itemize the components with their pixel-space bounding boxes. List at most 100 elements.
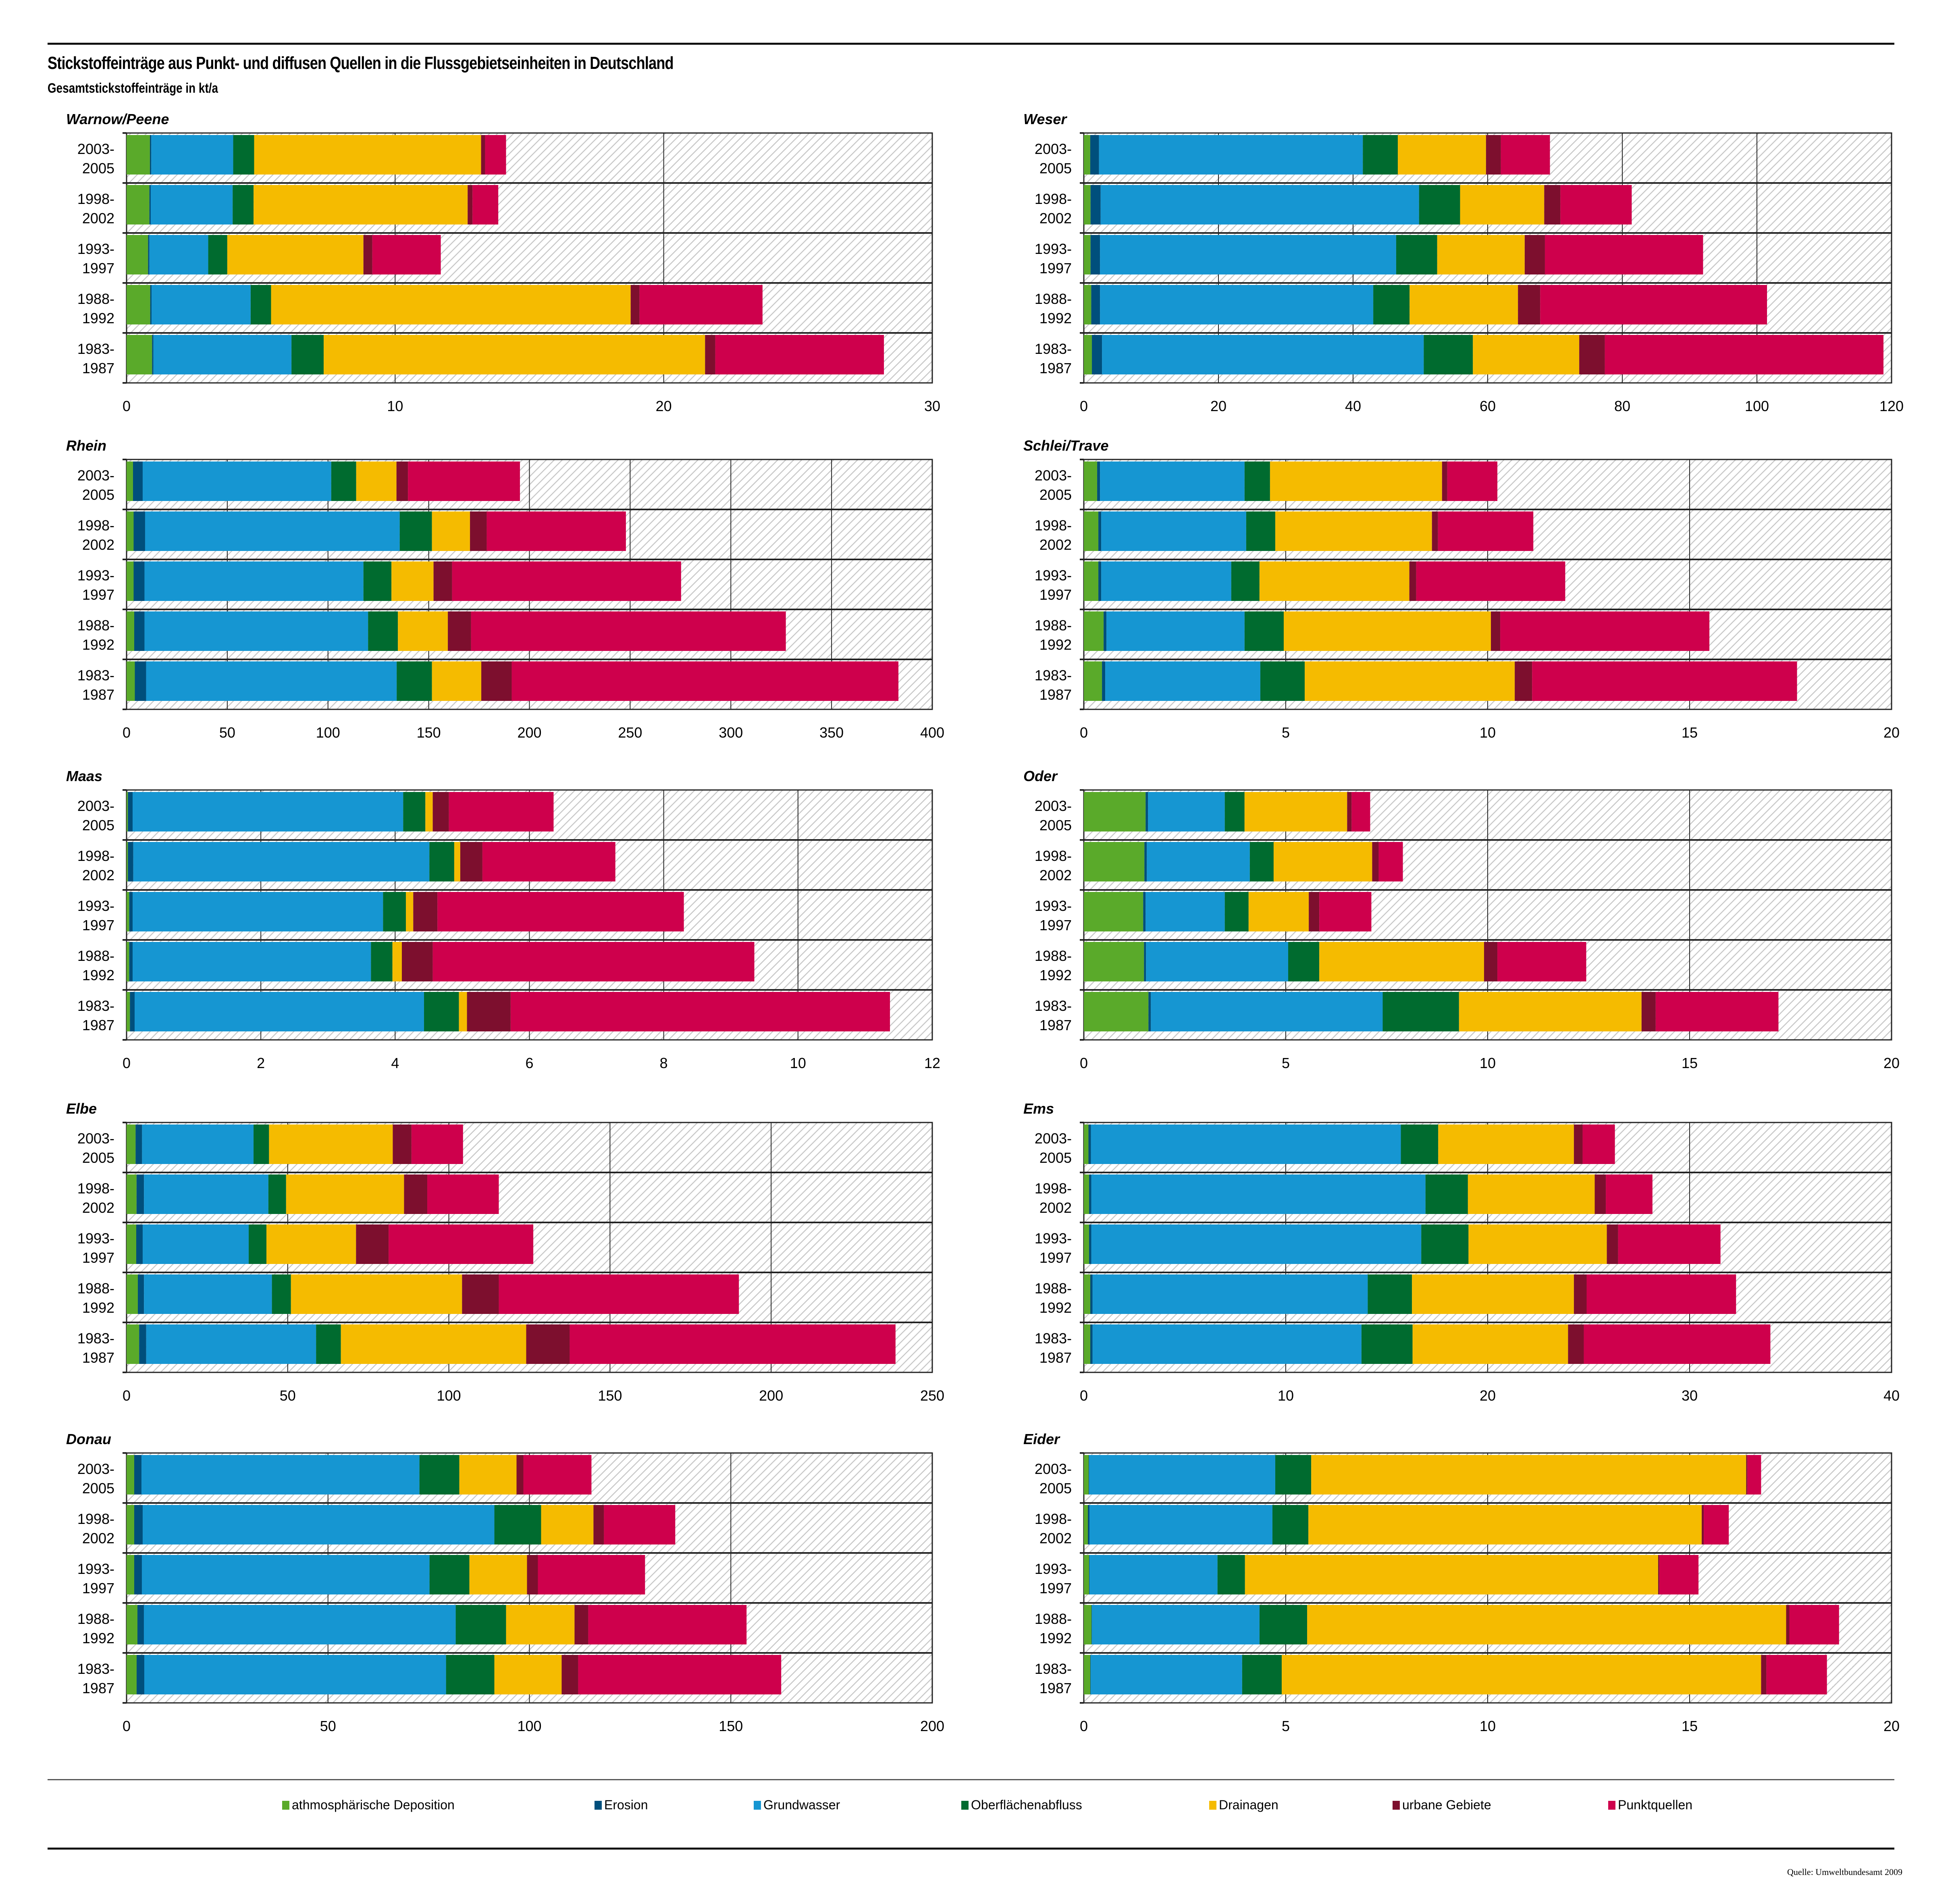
bar-segment xyxy=(429,1555,470,1594)
bar-segment xyxy=(506,1605,575,1644)
bar-segment xyxy=(1092,1324,1362,1364)
category-label: 2002 xyxy=(82,867,114,883)
bar-segment xyxy=(1288,942,1320,981)
bar-segment xyxy=(133,561,145,601)
bar-segment xyxy=(127,285,150,324)
category-label: 2002 xyxy=(82,210,114,227)
bar-segment xyxy=(469,1555,527,1594)
bar-segment xyxy=(286,1174,404,1214)
x-tick-label: 5 xyxy=(1282,1718,1290,1734)
bar-segment xyxy=(363,561,392,601)
x-tick-label: 10 xyxy=(1480,724,1496,741)
bar-segment xyxy=(146,661,397,701)
bar-segment xyxy=(401,942,433,981)
category-label: 1998- xyxy=(1035,848,1072,864)
bar-segment xyxy=(1091,1224,1422,1264)
bar-segment xyxy=(127,992,130,1031)
category-label: 1987 xyxy=(1039,1349,1072,1366)
bar-segment xyxy=(1283,611,1491,651)
bar-segment xyxy=(1412,1324,1568,1364)
bar-segment xyxy=(1544,185,1561,224)
category-label: 1993- xyxy=(77,898,114,914)
x-tick-label: 40 xyxy=(1345,398,1361,414)
bar-segment xyxy=(151,285,251,324)
bar-segment xyxy=(1224,892,1249,931)
bar-segment xyxy=(363,235,372,274)
category-label: 2005 xyxy=(1039,1149,1072,1166)
bar-segment xyxy=(1468,1174,1595,1214)
category-label: 1998- xyxy=(1035,1511,1072,1527)
legend-item: Drainagen xyxy=(1209,1798,1278,1813)
bar-segment xyxy=(368,611,398,651)
panel-title: Warnow/Peene xyxy=(66,111,169,127)
bar-segment xyxy=(128,792,133,831)
bar-segment xyxy=(316,1324,341,1364)
bar-segment xyxy=(1305,661,1515,701)
bar-segment xyxy=(1272,1505,1309,1544)
category-label: 1997 xyxy=(1039,917,1072,933)
bar-segment xyxy=(144,561,364,601)
bar-segment xyxy=(1084,461,1098,501)
x-tick-label: 100 xyxy=(517,1718,541,1734)
bar-segment xyxy=(1084,611,1104,651)
bar-segment xyxy=(408,461,520,501)
bar-segment xyxy=(499,1274,739,1314)
x-tick-label: 0 xyxy=(123,1387,131,1404)
bar-segment xyxy=(1106,611,1245,651)
bar-segment xyxy=(1148,792,1225,831)
bar-segment xyxy=(133,461,143,501)
bar-segment xyxy=(1098,511,1102,551)
bar-segment xyxy=(127,561,134,601)
bar-segment xyxy=(137,1274,144,1314)
bar-segment xyxy=(134,1555,142,1594)
panel-title: Weser xyxy=(1023,111,1067,127)
bar-segment xyxy=(1084,235,1091,274)
category-label: 2003- xyxy=(77,1461,114,1477)
category-label: 1988- xyxy=(1035,1611,1072,1627)
x-tick-label: 60 xyxy=(1480,398,1496,414)
bar-segment xyxy=(1089,1555,1218,1594)
bar-segment xyxy=(254,1125,269,1164)
bar-segment xyxy=(396,461,408,501)
bar-segment xyxy=(467,992,511,1031)
legend-swatch xyxy=(961,1800,969,1810)
bar-segment xyxy=(1246,511,1275,551)
bar-segment xyxy=(1438,1125,1574,1164)
bar-segment xyxy=(142,1125,254,1164)
bar-segment xyxy=(254,135,481,175)
x-tick-label: 80 xyxy=(1614,398,1630,414)
category-label: 2002 xyxy=(1039,867,1072,883)
bar-segment xyxy=(1244,611,1284,651)
bar-segment xyxy=(1363,135,1398,175)
category-label: 2003- xyxy=(77,1130,114,1147)
bar-segment xyxy=(1145,892,1225,931)
bar-segment xyxy=(1351,792,1370,831)
bar-segment xyxy=(127,1224,136,1264)
category-label: 1993- xyxy=(77,567,114,584)
bar-segment xyxy=(1373,285,1410,324)
x-tick-label: 10 xyxy=(1278,1387,1294,1404)
bar-segment xyxy=(356,461,397,501)
x-tick-label: 300 xyxy=(719,724,743,741)
category-label: 2005 xyxy=(1039,817,1072,834)
bar-segment xyxy=(127,842,128,881)
bar-segment xyxy=(268,1174,286,1214)
bar-segment xyxy=(424,992,459,1031)
x-tick-label: 15 xyxy=(1682,1055,1698,1071)
bar-segment xyxy=(452,561,681,601)
x-tick-label: 0 xyxy=(123,1055,131,1071)
bar-segment xyxy=(127,1605,137,1644)
bar-segment xyxy=(1084,842,1145,881)
bar-segment xyxy=(144,1174,268,1214)
bar-segment xyxy=(127,1125,136,1164)
bar-segment xyxy=(1484,942,1498,981)
bar-segment xyxy=(127,185,150,224)
category-label: 1988- xyxy=(1035,291,1072,307)
bar-segment xyxy=(1089,1174,1091,1214)
bar-segment xyxy=(1545,235,1703,274)
legend-swatch xyxy=(1393,1800,1400,1810)
bar-segment xyxy=(341,1324,526,1364)
bar-segment xyxy=(413,892,438,931)
bar-segment xyxy=(1560,185,1632,224)
category-label: 1987 xyxy=(82,686,114,703)
